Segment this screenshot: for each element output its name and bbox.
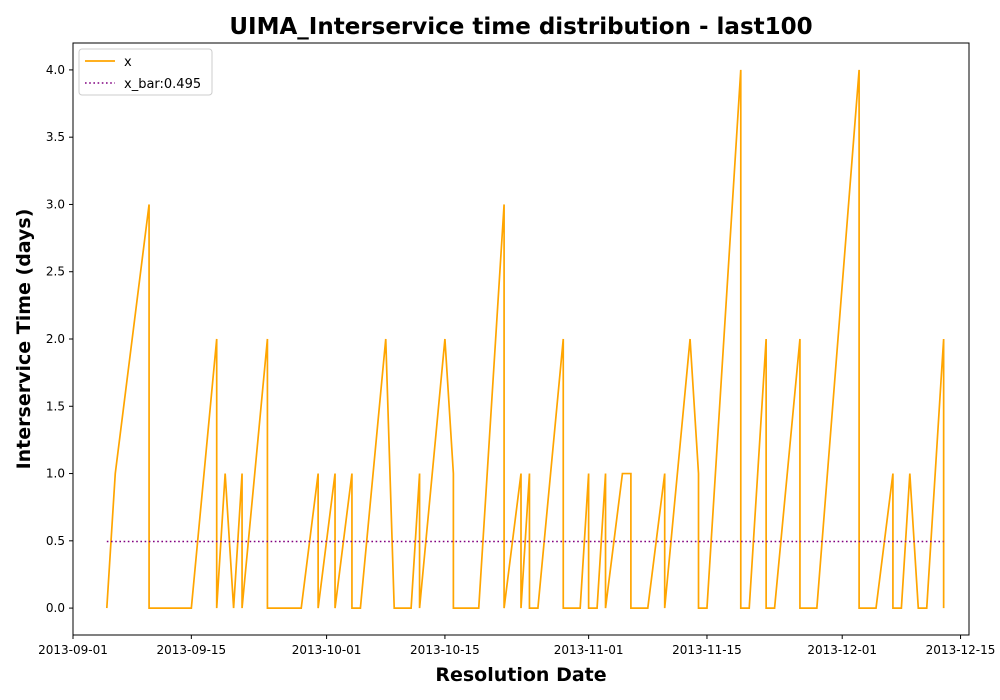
y-tick-label: 1.5: [46, 399, 65, 413]
x-tick-label: 2013-12-01: [807, 643, 877, 657]
y-axis-label: Interservice Time (days): [13, 209, 35, 470]
x-tick-label: 2013-10-15: [410, 643, 480, 657]
y-tick-label: 2.0: [46, 332, 65, 346]
x-axis-label: Resolution Date: [435, 664, 606, 686]
legend: x x_bar:0.495: [78, 48, 213, 96]
y-tick-label: 3.5: [46, 130, 65, 144]
x-tick-label: 2013-09-15: [156, 643, 226, 657]
y-tick-label: 2.5: [46, 265, 65, 279]
x-tick-label: 2013-11-01: [554, 643, 624, 657]
legend-entry: x: [124, 55, 132, 70]
x-tick-label: 2013-11-15: [672, 643, 742, 657]
y-tick-label: 3.0: [46, 197, 65, 211]
legend-entry: x_bar:0.495: [124, 77, 201, 92]
chart-title: UIMA_Interservice time distribution - la…: [229, 14, 812, 40]
x-tick-label: 2013-09-01: [38, 643, 108, 657]
y-tick-label: 0.5: [46, 534, 65, 548]
series-line-x: [105, 69, 945, 609]
x-tick-label: 2013-10-01: [292, 643, 362, 657]
y-tick-label: 0.0: [46, 601, 65, 615]
y-axis: 0.0 0.5 1.0 1.5 2.0 2.5 3.0 3.5 4.0: [46, 63, 73, 615]
x-tick-label: 2013-12-15: [926, 643, 996, 657]
y-tick-label: 4.0: [46, 63, 65, 77]
plot-area: [105, 69, 945, 609]
x-axis: 2013-09-01 2013-09-15 2013-10-01 2013-10-15…: [38, 635, 995, 657]
y-tick-label: 1.0: [46, 467, 65, 481]
